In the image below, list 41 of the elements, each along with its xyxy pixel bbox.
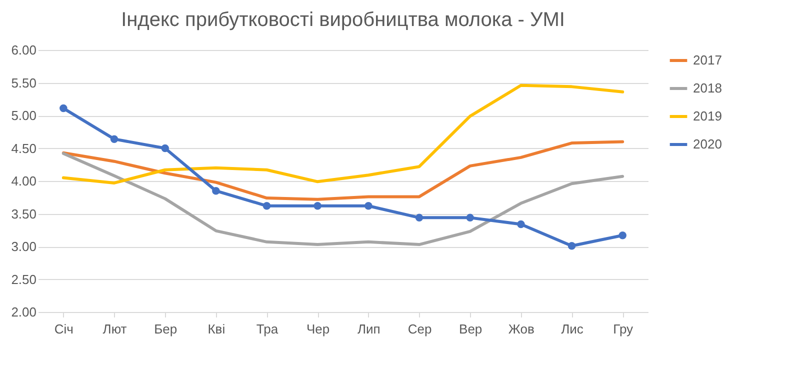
point: [262, 202, 271, 210]
point: [618, 232, 626, 240]
legend-label: 2018: [693, 80, 722, 96]
x-tick-label: Бер: [154, 322, 178, 336]
line-series: [62, 140, 624, 201]
point: [212, 186, 220, 195]
point: [568, 242, 576, 250]
point: [466, 214, 474, 222]
y-tick-label: 5.50: [11, 75, 36, 90]
y-tick-label: 2.50: [11, 272, 36, 287]
y-tick-label: 3.50: [11, 206, 36, 222]
x-tick-label: Сер: [408, 322, 432, 336]
point: [110, 135, 118, 143]
y-tick-label: 6.00: [11, 42, 36, 58]
point: [415, 214, 424, 222]
legend-label: 2019: [693, 108, 722, 124]
point: [364, 202, 372, 210]
legend-label: 2020: [693, 136, 722, 152]
x-tick-label: Гру: [613, 322, 634, 336]
y-tick-label: 4.00: [11, 174, 36, 188]
x-tick-label: Вер: [459, 322, 482, 336]
x-tick-label: Чер: [306, 322, 330, 336]
x-tick-label: Жов: [508, 322, 535, 336]
point: [314, 202, 322, 210]
legend-label: 2017: [693, 52, 722, 68]
x-tick-label: Тра: [256, 322, 279, 336]
point: [60, 104, 68, 112]
line-series: [62, 84, 624, 184]
x-tick-label: Лют: [102, 322, 127, 336]
y-tick-label: 3.00: [11, 239, 36, 254]
x-tick-label: Кві: [208, 322, 226, 336]
point: [161, 144, 169, 152]
x-tick-label: Січ: [54, 322, 74, 336]
y-tick-label: 4.50: [11, 140, 36, 156]
chart-title: Індекс прибутковості виробництва молока - УМІ: [121, 9, 565, 31]
x-tick-label: Лис: [561, 322, 584, 336]
y-tick-label: 5.00: [11, 108, 36, 123]
point: [517, 220, 525, 228]
line-series: [62, 152, 624, 246]
x-tick-label: Лип: [357, 322, 380, 336]
y-tick-label: 2.00: [11, 304, 36, 320]
